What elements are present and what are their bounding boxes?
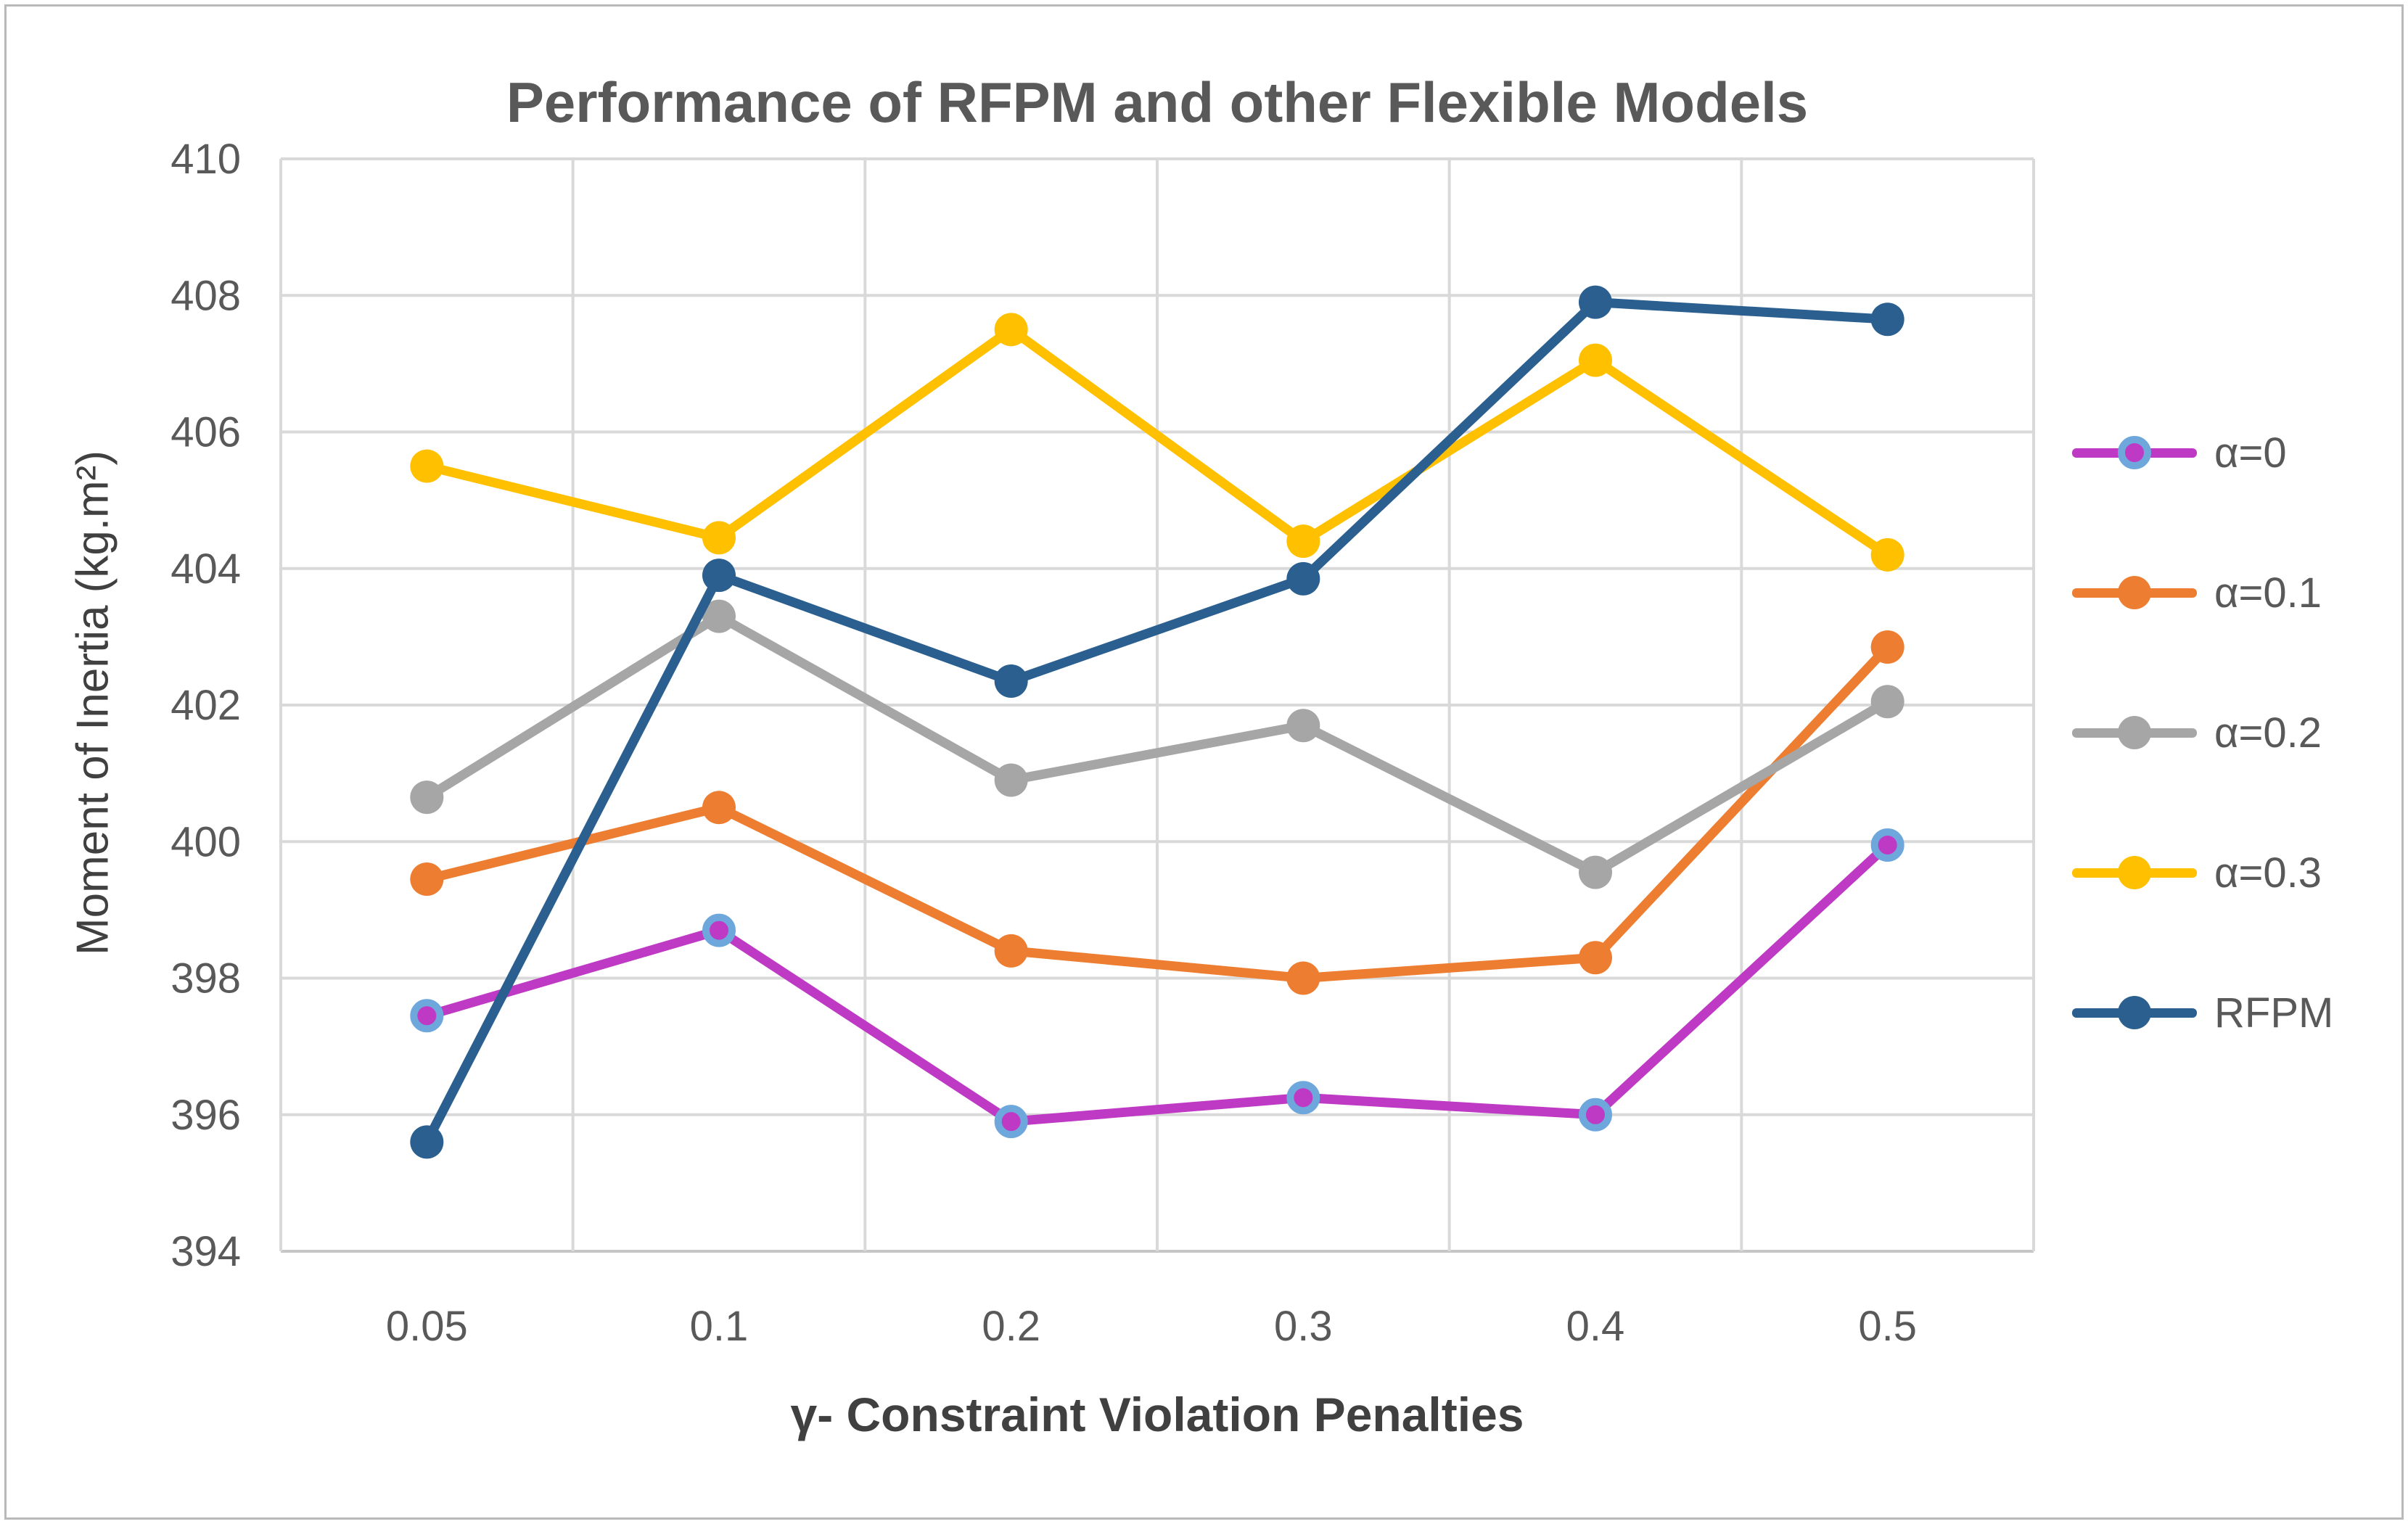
series-line-α=0 bbox=[422, 840, 1893, 1126]
marker-α=0.3-0.05 bbox=[410, 449, 444, 483]
y-tick-label: 396 bbox=[170, 1092, 241, 1139]
x-axis-title: γ- Constraint Violation Penalties bbox=[790, 1388, 1524, 1441]
marker-α=0.3-0.4 bbox=[1579, 343, 1612, 377]
marker-α=0.2-0.5 bbox=[1870, 685, 1904, 719]
legend-dot-α=0.2 bbox=[2118, 716, 2151, 749]
y-tick-label: 410 bbox=[170, 136, 241, 183]
marker-α=0.1-0.05 bbox=[410, 862, 444, 897]
legend-label-α=0: α=0 bbox=[2214, 429, 2287, 477]
marker-α=0-0.2 bbox=[994, 1105, 1028, 1139]
marker-RFPM-0.5 bbox=[1870, 302, 1904, 337]
series-line-α=0.3 bbox=[422, 324, 1893, 560]
x-tick-label: 0.1 bbox=[690, 1303, 749, 1350]
x-tick-label: 0.4 bbox=[1566, 1303, 1625, 1350]
legend-label-RFPM: RFPM bbox=[2214, 989, 2334, 1037]
marker-RFPM-0.4 bbox=[1579, 285, 1612, 319]
legend-label-α=0.1: α=0.1 bbox=[2214, 569, 2322, 617]
marker-α=0.3-0.2 bbox=[994, 313, 1028, 347]
y-tick-label: 408 bbox=[170, 272, 241, 319]
x-tick-label: 0.05 bbox=[386, 1303, 468, 1350]
legend-item-α=0.3: α=0.3 bbox=[2072, 849, 2333, 897]
marker-α=0-0.1 bbox=[702, 913, 736, 947]
legend-marker-α=0.1 bbox=[2072, 576, 2197, 609]
marker-α=0.1-0.1 bbox=[702, 791, 736, 825]
chart-title: Performance of RFPM and other Flexible M… bbox=[506, 70, 1809, 134]
legend-label-α=0.2: α=0.2 bbox=[2214, 709, 2322, 757]
marker-α=0.1-0.5 bbox=[1870, 630, 1904, 664]
marker-α=0-0.05 bbox=[410, 999, 444, 1033]
marker-α=0.2-0.4 bbox=[1579, 855, 1612, 889]
legend-dot-α=0.1 bbox=[2118, 576, 2151, 609]
y-tick-label: 406 bbox=[170, 409, 241, 456]
series-line-α=0.1 bbox=[422, 642, 1893, 983]
legend: α=0 α=0.1 α=0.2 α=0.3 RFPM bbox=[2072, 429, 2334, 1037]
marker-α=0.1-0.2 bbox=[994, 934, 1028, 968]
marker-α=0-0.5 bbox=[1870, 828, 1904, 862]
marker-α=0.1-0.3 bbox=[1286, 961, 1320, 995]
series-line-α=0.2 bbox=[422, 611, 1893, 878]
legend-marker-α=0 bbox=[2072, 436, 2197, 469]
marker-α=0-0.4 bbox=[1579, 1097, 1612, 1132]
legend-marker-α=0.3 bbox=[2072, 856, 2197, 889]
legend-dot-RFPM bbox=[2118, 996, 2151, 1029]
y-tick-label: 402 bbox=[170, 682, 241, 729]
marker-α=0-0.3 bbox=[1286, 1081, 1320, 1115]
y-tick-label: 400 bbox=[170, 818, 241, 865]
legend-marker-α=0.2 bbox=[2072, 716, 2197, 749]
legend-item-RFPM: RFPM bbox=[2072, 989, 2334, 1037]
legend-label-α=0.3: α=0.3 bbox=[2214, 849, 2322, 897]
legend-item-α=0.1: α=0.1 bbox=[2072, 569, 2333, 617]
marker-α=0.2-0.05 bbox=[410, 780, 444, 815]
x-tick-label: 0.2 bbox=[982, 1303, 1040, 1350]
x-tick-label: 0.5 bbox=[1858, 1303, 1917, 1350]
series-line-RFPM bbox=[422, 297, 1893, 1147]
legend-item-α=0: α=0 bbox=[2072, 429, 2333, 477]
x-tick-label: 0.3 bbox=[1274, 1303, 1333, 1350]
legend-dot-α=0 bbox=[2118, 436, 2151, 469]
y-tick-label: 394 bbox=[170, 1228, 241, 1275]
legend-item-α=0.2: α=0.2 bbox=[2072, 709, 2333, 757]
y-tick-label: 398 bbox=[170, 955, 241, 1002]
marker-α=0.2-0.2 bbox=[994, 763, 1028, 797]
legend-marker-RFPM bbox=[2072, 996, 2197, 1029]
marker-α=0.1-0.4 bbox=[1579, 941, 1612, 975]
marker-α=0.2-0.3 bbox=[1286, 709, 1320, 743]
marker-RFPM-0.1 bbox=[702, 559, 736, 593]
marker-RFPM-0.05 bbox=[410, 1125, 444, 1159]
marker-RFPM-0.2 bbox=[994, 664, 1028, 699]
marker-α=0.3-0.1 bbox=[702, 521, 736, 555]
marker-α=0.3-0.5 bbox=[1870, 537, 1904, 572]
marker-α=0.2-0.1 bbox=[702, 599, 736, 633]
marker-α=0.3-0.3 bbox=[1286, 524, 1320, 559]
y-tick-label: 404 bbox=[170, 545, 241, 593]
legend-dot-α=0.3 bbox=[2118, 856, 2151, 889]
marker-RFPM-0.3 bbox=[1286, 561, 1320, 596]
